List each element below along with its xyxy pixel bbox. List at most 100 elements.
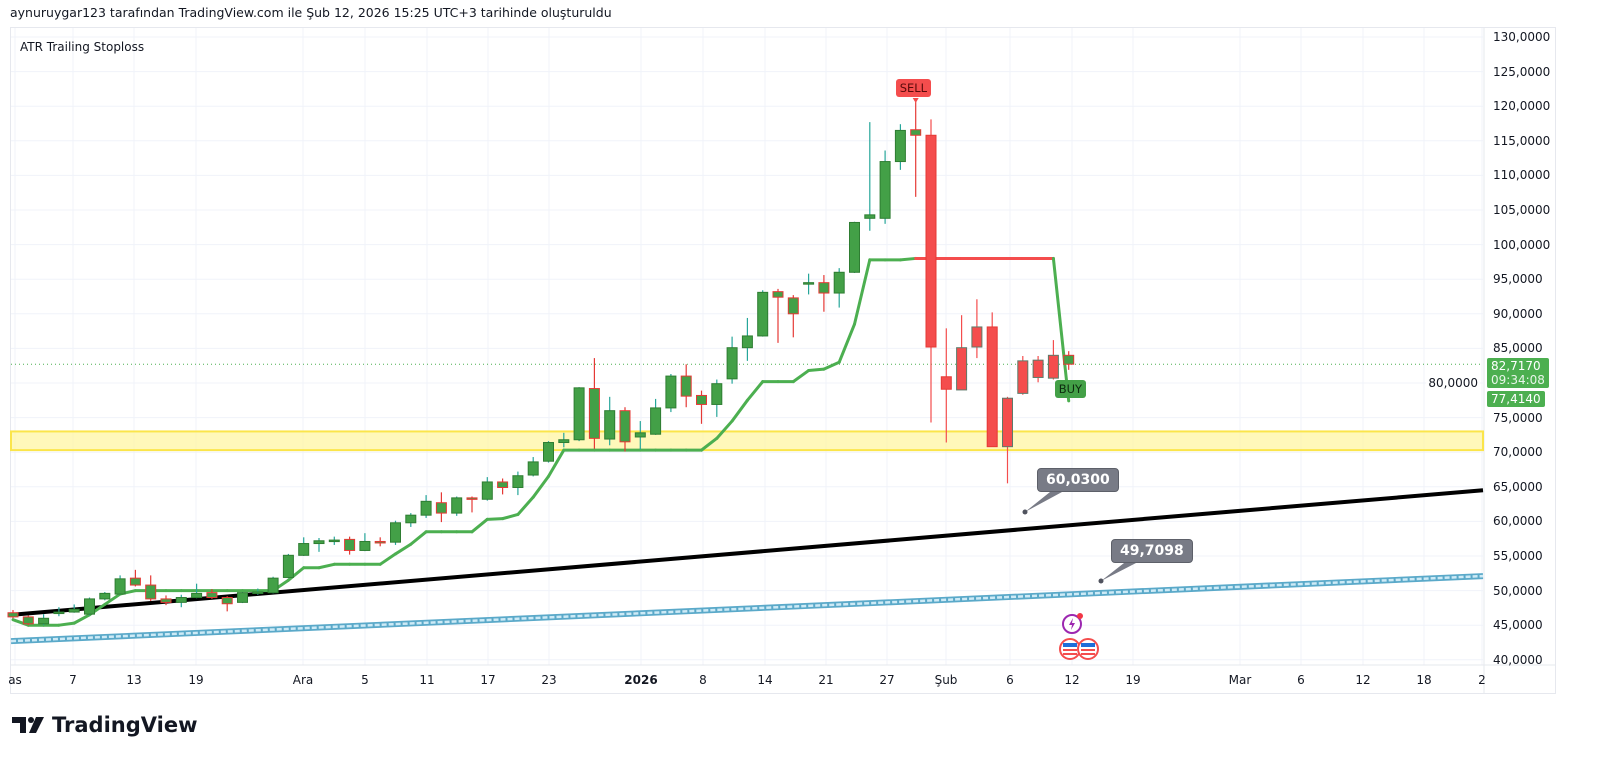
candle xyxy=(53,607,65,617)
x-tick-label: 2026 xyxy=(624,673,658,687)
callout-anchor xyxy=(1022,509,1028,515)
candle-body xyxy=(956,347,968,391)
bar-countdown: 09:34:08 xyxy=(1491,373,1545,387)
sell-signal-label: SELL xyxy=(895,79,932,97)
candle-body xyxy=(497,481,509,488)
tradingview-logo[interactable]: TradingView xyxy=(12,713,197,737)
atr-stop-long-segment xyxy=(837,322,856,364)
candle xyxy=(359,533,371,552)
candle xyxy=(665,374,677,413)
logo-text: TradingView xyxy=(52,713,198,737)
candle-body xyxy=(435,502,447,514)
candle xyxy=(282,553,294,579)
channel-value-callout[interactable]: 49,7098 xyxy=(1111,539,1193,563)
candle-body xyxy=(650,407,662,435)
y-tick-label: 85,0000 xyxy=(1493,341,1543,356)
candle xyxy=(344,536,356,555)
y-tick-label: 65,0000 xyxy=(1493,479,1543,494)
candle xyxy=(956,315,968,391)
candle xyxy=(84,597,95,616)
candle xyxy=(833,268,845,308)
y-tick-label: 60,0000 xyxy=(1493,514,1543,529)
candle-body xyxy=(313,540,325,545)
candle-body xyxy=(665,375,677,409)
candle-body xyxy=(772,291,784,298)
x-tick-label: 18 xyxy=(1416,673,1432,687)
y-tick-label: 130,0000 xyxy=(1493,30,1551,44)
candle xyxy=(466,496,478,513)
candle-body xyxy=(1032,359,1044,378)
candle-body xyxy=(787,297,799,315)
x-tick-label: Ara xyxy=(292,673,314,687)
x-tick-label: 11 xyxy=(419,673,435,687)
candle xyxy=(221,596,233,612)
indicator-title[interactable]: ATR Trailing Stoploss xyxy=(20,40,145,54)
support-zone xyxy=(10,430,1484,452)
candle-body xyxy=(726,347,738,380)
candle xyxy=(971,299,983,359)
y-tick-label: 70,0000 xyxy=(1493,445,1543,460)
candle xyxy=(726,336,738,384)
x-tick-label: 13 xyxy=(126,673,142,687)
atr-stop-long-segment xyxy=(485,517,505,521)
candle-body xyxy=(910,129,922,136)
candle-body xyxy=(114,578,126,595)
candle xyxy=(634,421,646,450)
y-tick-label: 55,0000 xyxy=(1493,549,1543,563)
candle-body xyxy=(634,432,646,438)
candle xyxy=(38,614,50,626)
last-price-tag: 82,7170 09:34:08 xyxy=(1487,358,1549,388)
candle-body xyxy=(894,129,906,163)
atr-stop-long-segment xyxy=(516,495,535,516)
candle xyxy=(374,537,386,547)
candle xyxy=(145,575,157,601)
atr-stop-long-segment xyxy=(378,552,397,566)
candle xyxy=(910,102,922,197)
candle-body xyxy=(237,592,248,603)
candle-body xyxy=(588,388,600,439)
atr-stop-long-segment xyxy=(822,360,841,371)
callout-pointer xyxy=(1025,492,1062,512)
x-tick-label: 6 xyxy=(1297,673,1305,687)
x-tick-label: 5 xyxy=(361,673,369,687)
trendline-value-callout[interactable]: 60,0300 xyxy=(1037,468,1119,492)
candle xyxy=(191,583,203,599)
candle-body xyxy=(267,577,279,594)
candle-body xyxy=(1063,354,1075,365)
candle-body xyxy=(833,271,845,294)
atr-stop-long-segment xyxy=(501,512,520,521)
candle-body xyxy=(252,591,264,594)
atr-stop-long-segment xyxy=(730,398,749,423)
x-tick-label: 17 xyxy=(480,673,496,687)
candle-body xyxy=(696,394,707,405)
y-tick-label: 80,0000 xyxy=(1426,376,1480,390)
atr-stop-long-segment xyxy=(531,474,550,499)
candle-body xyxy=(38,617,50,625)
candle xyxy=(160,595,172,606)
y-tick-label: 105,0000 xyxy=(1493,203,1551,217)
x-tick-label: 2 xyxy=(1478,673,1486,687)
candle xyxy=(451,496,463,516)
y-tick-label: 75,0000 xyxy=(1493,410,1543,425)
us-flag-icon[interactable] xyxy=(1059,638,1101,664)
atr-stop-long-segment xyxy=(394,542,413,556)
atr-stop-long-segment xyxy=(317,562,336,570)
atr-stop-long-segment xyxy=(72,613,91,625)
candle-body xyxy=(390,522,401,543)
candle-body xyxy=(849,221,860,273)
y-tick-label: 50,0000 xyxy=(1493,583,1543,598)
x-tick-label: 8 xyxy=(699,673,707,687)
y-tick-label: 100,0000 xyxy=(1493,237,1551,252)
lightning-icon[interactable] xyxy=(1061,611,1085,639)
candle xyxy=(741,317,753,361)
y-tick-label: 115,0000 xyxy=(1493,133,1551,148)
candle-body xyxy=(374,540,386,544)
candle xyxy=(175,594,187,608)
candle-body xyxy=(757,291,769,337)
candle xyxy=(206,589,218,599)
candle xyxy=(7,609,19,619)
candle-body xyxy=(573,387,585,441)
stop-value-tag: 77,4140 xyxy=(1487,391,1545,407)
y-tick-label: 120,0000 xyxy=(1493,99,1551,114)
